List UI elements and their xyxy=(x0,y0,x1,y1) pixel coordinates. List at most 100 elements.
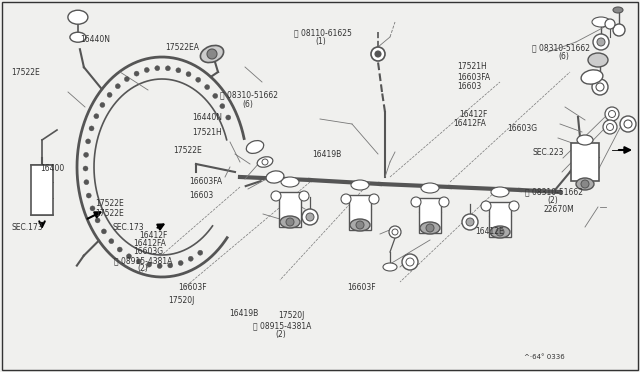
Circle shape xyxy=(124,77,129,81)
Circle shape xyxy=(411,197,421,207)
Circle shape xyxy=(83,166,88,171)
Text: SEC.223: SEC.223 xyxy=(532,148,564,157)
Text: Ⓢ 08310-51662: Ⓢ 08310-51662 xyxy=(525,188,583,197)
Circle shape xyxy=(136,259,141,264)
Circle shape xyxy=(466,218,474,226)
Ellipse shape xyxy=(613,7,623,13)
Ellipse shape xyxy=(257,157,273,167)
Text: Ⓡ 08915-4381A: Ⓡ 08915-4381A xyxy=(114,256,172,265)
Circle shape xyxy=(117,247,122,252)
Text: Ⓡ 08915-4381A: Ⓡ 08915-4381A xyxy=(253,321,311,330)
Circle shape xyxy=(186,72,191,77)
Circle shape xyxy=(196,77,201,82)
Bar xyxy=(419,198,441,232)
Circle shape xyxy=(613,24,625,36)
Text: 22670M: 22670M xyxy=(544,205,575,214)
Ellipse shape xyxy=(491,187,509,197)
Text: Ⓢ 08310-51662: Ⓢ 08310-51662 xyxy=(532,43,591,52)
Circle shape xyxy=(439,197,449,207)
Circle shape xyxy=(592,79,608,95)
Text: 16412FA: 16412FA xyxy=(453,119,486,128)
Text: SEC.173: SEC.173 xyxy=(112,223,143,232)
Text: 16400: 16400 xyxy=(40,164,65,173)
Circle shape xyxy=(220,104,225,109)
Circle shape xyxy=(609,110,616,118)
Circle shape xyxy=(306,213,314,221)
Text: SEC.173: SEC.173 xyxy=(12,223,43,232)
Text: 17522E: 17522E xyxy=(12,68,40,77)
Circle shape xyxy=(375,51,381,57)
Ellipse shape xyxy=(246,141,264,153)
Circle shape xyxy=(481,201,491,211)
Circle shape xyxy=(302,209,318,225)
Circle shape xyxy=(107,92,112,97)
Ellipse shape xyxy=(576,178,594,190)
Text: 16603F: 16603F xyxy=(347,283,376,292)
Text: 17522EA: 17522EA xyxy=(165,43,199,52)
Circle shape xyxy=(226,115,231,120)
Text: 16440N: 16440N xyxy=(192,113,222,122)
Ellipse shape xyxy=(280,216,300,228)
Text: (2): (2) xyxy=(138,264,148,273)
Text: 17522E: 17522E xyxy=(173,146,202,155)
Ellipse shape xyxy=(200,45,223,62)
Text: 17522E: 17522E xyxy=(95,209,124,218)
Ellipse shape xyxy=(588,53,608,67)
Circle shape xyxy=(392,229,398,235)
Text: 16412F: 16412F xyxy=(460,110,488,119)
Circle shape xyxy=(286,218,294,226)
Text: 16440N: 16440N xyxy=(80,35,110,44)
Text: 16412F: 16412F xyxy=(140,231,168,240)
Bar xyxy=(349,195,371,230)
Circle shape xyxy=(596,83,604,91)
Circle shape xyxy=(134,71,139,76)
Circle shape xyxy=(86,193,92,198)
Text: 17522E: 17522E xyxy=(95,199,124,208)
Circle shape xyxy=(299,191,309,201)
Text: 16603FA: 16603FA xyxy=(189,177,222,186)
Text: 16419B: 16419B xyxy=(229,309,259,318)
Circle shape xyxy=(89,126,94,131)
Text: 16603: 16603 xyxy=(189,191,213,200)
Circle shape xyxy=(620,116,636,132)
Text: (2): (2) xyxy=(275,330,286,339)
Circle shape xyxy=(95,218,100,223)
Text: 16603F: 16603F xyxy=(178,283,207,292)
Circle shape xyxy=(127,254,131,259)
Circle shape xyxy=(462,214,478,230)
Circle shape xyxy=(356,221,364,229)
Circle shape xyxy=(157,263,162,269)
Bar xyxy=(489,202,511,237)
Text: 17520J: 17520J xyxy=(278,311,305,320)
Circle shape xyxy=(176,68,181,73)
Circle shape xyxy=(100,102,105,108)
Ellipse shape xyxy=(420,222,440,234)
Circle shape xyxy=(271,191,281,201)
Circle shape xyxy=(369,194,379,204)
Circle shape xyxy=(84,180,89,185)
Ellipse shape xyxy=(70,32,86,42)
Circle shape xyxy=(597,38,605,46)
Text: Ⓑ 08110-61625: Ⓑ 08110-61625 xyxy=(294,28,352,37)
Text: 17520J: 17520J xyxy=(168,296,195,305)
Circle shape xyxy=(207,49,217,59)
Circle shape xyxy=(168,263,173,268)
Circle shape xyxy=(426,224,434,232)
Circle shape xyxy=(624,120,632,128)
Bar xyxy=(571,143,599,181)
Circle shape xyxy=(178,260,183,266)
Circle shape xyxy=(165,66,170,71)
Circle shape xyxy=(188,256,193,261)
Circle shape xyxy=(605,107,619,121)
Ellipse shape xyxy=(383,263,397,271)
Circle shape xyxy=(212,93,218,99)
Text: 16603: 16603 xyxy=(458,82,482,91)
Circle shape xyxy=(603,120,617,134)
Circle shape xyxy=(371,47,385,61)
Text: Ⓢ 08310-51662: Ⓢ 08310-51662 xyxy=(220,90,278,99)
Text: (6): (6) xyxy=(242,100,253,109)
Circle shape xyxy=(341,194,351,204)
Ellipse shape xyxy=(592,17,610,27)
Circle shape xyxy=(86,139,91,144)
Ellipse shape xyxy=(577,135,593,145)
